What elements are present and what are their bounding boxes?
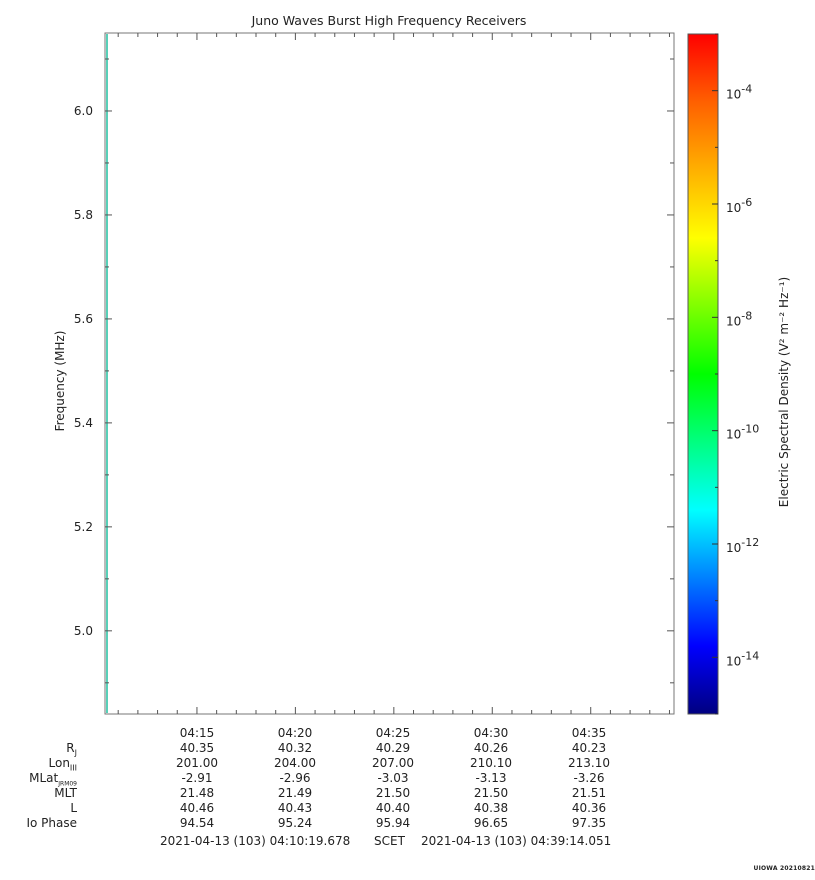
ephemeris-row-label: MLatJRM09 (29, 771, 77, 788)
ephemeris-value: 40.32 (277, 741, 313, 755)
colorbar-tick-label: 10-6 (726, 196, 752, 215)
colorbar-tick-label: 10-8 (726, 309, 752, 328)
ephemeris-value: -3.03 (377, 771, 409, 785)
x-tick-label: 04:30 (473, 726, 509, 740)
colorbar-tick-label: 10-14 (726, 649, 759, 668)
footer-end-time: 2021-04-13 (103) 04:39:14.051 (421, 834, 612, 848)
footer-start-time: 2021-04-13 (103) 04:10:19.678 (160, 834, 351, 848)
colorbar-ticks: 10-4 10-6 10-8 10-10 10-12 10-14 (712, 33, 759, 715)
chart-title: Juno Waves Burst High Frequency Receiver… (251, 13, 527, 28)
ephemeris-value: 213.10 (568, 756, 610, 770)
y-tick-label: 5.4 (74, 416, 93, 430)
ephemeris-value: 40.35 (179, 741, 215, 755)
plot-area (104, 32, 675, 715)
colorbar-tick-label: 10-4 (726, 83, 752, 102)
y-tick-label: 5.2 (74, 520, 93, 534)
ephemeris-value: 95.94 (375, 816, 411, 830)
ephemeris-row-label: L (70, 801, 77, 815)
ephemeris-value: 40.29 (375, 741, 411, 755)
ephemeris-value: 40.26 (473, 741, 509, 755)
ephemeris-value: 40.40 (375, 801, 411, 815)
x-tick-label: 04:25 (375, 726, 411, 740)
ephemeris-value: -3.13 (475, 771, 507, 785)
ephemeris-value: 40.43 (277, 801, 313, 815)
ephemeris-value: 40.23 (571, 741, 607, 755)
ephemeris-value: 40.36 (571, 801, 607, 815)
ephemeris-row-label: LonIII (48, 756, 78, 773)
ephemeris-value: -2.96 (279, 771, 311, 785)
y-axis-ticks: 5.0 5.2 5.4 5.6 5.8 6.0 (74, 58, 674, 684)
y-tick-label: 5.0 (74, 624, 93, 638)
ephemeris-row-label: RJ (66, 741, 77, 758)
ephemeris-value: 97.35 (571, 816, 607, 830)
ephemeris-value: 204.00 (274, 756, 316, 770)
y-tick-label: 5.8 (74, 208, 93, 222)
ephemeris-value: 95.24 (277, 816, 313, 830)
ephemeris-value: 21.49 (277, 786, 313, 800)
ephemeris-value: 21.48 (179, 786, 215, 800)
version-stamp: UIOWA 20210821 (753, 865, 815, 872)
ephemeris-value: 40.38 (473, 801, 509, 815)
x-tick-label: 04:15 (179, 726, 215, 740)
x-axis-ticks (117, 33, 670, 714)
colorbar-label: Electric Spectral Density (V² m⁻² Hz⁻¹) (777, 277, 791, 507)
ephemeris-value: 201.00 (176, 756, 218, 770)
colorbar-tick-label: 10-10 (726, 423, 759, 442)
ephemeris-value: 210.10 (470, 756, 512, 770)
ephemeris-value: 40.46 (179, 801, 215, 815)
y-tick-label: 6.0 (74, 104, 93, 118)
y-tick-label: 5.6 (74, 312, 93, 326)
ephemeris-value: 21.50 (473, 786, 509, 800)
ephemeris-value: 96.65 (473, 816, 509, 830)
ephemeris-row-label: Io Phase (26, 816, 77, 830)
colorbar (687, 33, 719, 715)
ephemeris-row-label: MLT (54, 786, 77, 800)
x-tick-label: 04:20 (277, 726, 313, 740)
ephemeris-value: -2.91 (181, 771, 213, 785)
ephemeris-value: 21.50 (375, 786, 411, 800)
x-tick-label: 04:35 (571, 726, 607, 740)
footer-scet: SCET (374, 834, 405, 848)
ephemeris-value: 94.54 (179, 816, 215, 830)
colorbar-tick-label: 10-12 (726, 536, 759, 555)
ephemeris-value: 21.51 (571, 786, 607, 800)
y-axis-label: Frequency (MHz) (53, 331, 67, 432)
ephemeris-value: 207.00 (372, 756, 414, 770)
ephemeris-value: -3.26 (573, 771, 605, 785)
